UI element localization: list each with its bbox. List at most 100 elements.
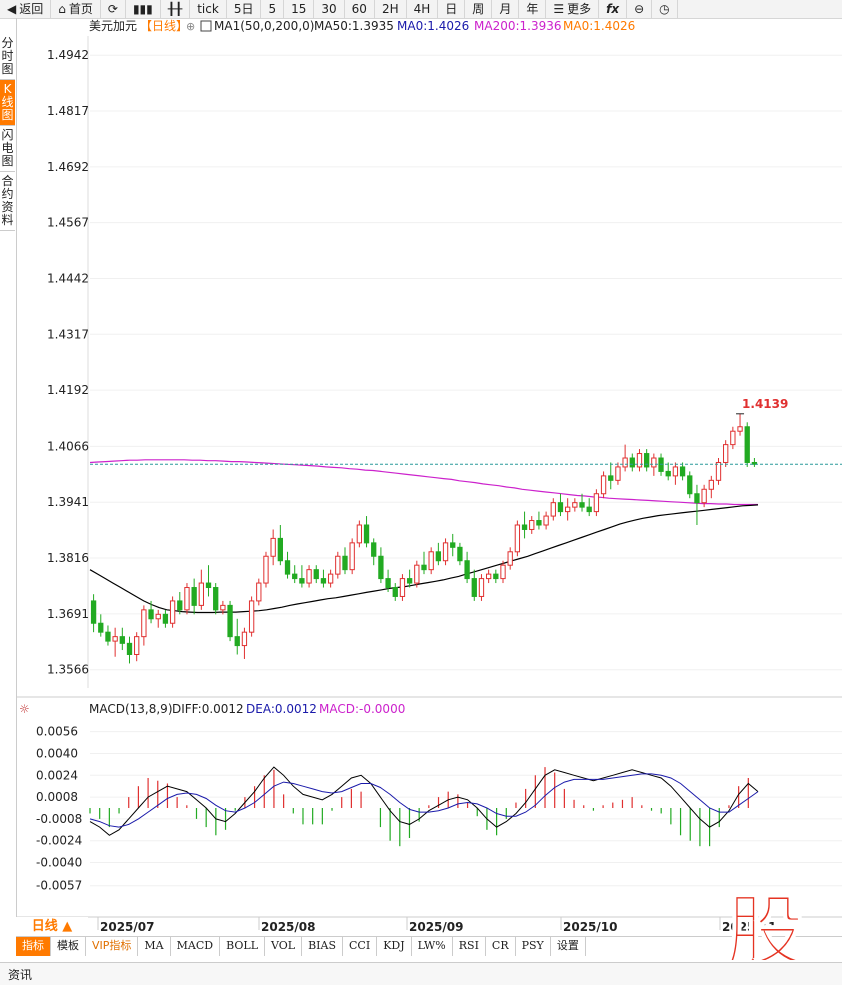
kline-chart[interactable]: 1.4942 1.4817 1.4692 1.4567 1.4442 1.4317 1.41… xyxy=(0,18,842,936)
candle-body xyxy=(162,613,169,624)
period-select-button[interactable]: 日线 ▲ xyxy=(16,917,88,936)
macd-value: MACD:-0.0000 xyxy=(319,702,405,716)
period-5day[interactable]: 5日 xyxy=(227,0,262,18)
menu-icon: ☰ xyxy=(553,2,565,16)
period-15min[interactable]: 15 xyxy=(284,0,315,18)
tab-time-sharing[interactable]: 分时图 xyxy=(0,34,15,80)
tab-indicator[interactable]: 指标 xyxy=(16,937,51,956)
candle-body xyxy=(636,453,643,468)
candle-body xyxy=(248,600,255,633)
news-label[interactable]: 资讯 xyxy=(8,968,33,982)
candle-body xyxy=(277,537,283,562)
tick-button[interactable]: tick xyxy=(190,0,227,18)
date-tick-label: 2025/11 xyxy=(722,920,776,934)
candle-body xyxy=(435,551,442,562)
zoom-out-button[interactable]: ⊖ xyxy=(627,0,653,18)
tab-psy[interactable]: PSY xyxy=(516,937,551,956)
period-year[interactable]: 年 xyxy=(519,0,547,18)
candle-body xyxy=(737,426,743,432)
tab-vip-indicator[interactable]: VIP指标 xyxy=(86,937,139,956)
tab-bias[interactable]: BIAS xyxy=(302,937,343,956)
tab-settings[interactable]: 设置 xyxy=(551,937,586,956)
tab-macd[interactable]: MACD xyxy=(171,937,221,956)
period-week[interactable]: 周 xyxy=(465,0,493,18)
dea-line xyxy=(89,773,759,828)
candle-body xyxy=(198,582,204,606)
price-tick-label: 1.4567 xyxy=(47,216,89,230)
macd-tick-label: 0.0024 xyxy=(36,768,78,782)
tab-boll[interactable]: BOLL xyxy=(220,937,265,956)
period-month[interactable]: 月 xyxy=(492,0,520,18)
period-2h[interactable]: 2H xyxy=(375,0,407,18)
period-30min[interactable]: 30 xyxy=(314,0,345,18)
candle-body xyxy=(421,564,427,571)
tab-cci[interactable]: CCI xyxy=(343,937,378,956)
home-button[interactable]: ⌂ 首页 xyxy=(51,0,101,18)
candle-button[interactable]: ╂╂ xyxy=(161,0,191,18)
macd-histogram xyxy=(89,767,749,847)
refresh-button[interactable]: ⟳ xyxy=(101,0,126,18)
candle-body xyxy=(615,466,621,481)
candle-body xyxy=(263,555,269,584)
legend-ma0-b: MA0:1.4026 xyxy=(563,19,635,33)
macd-tick-label: -0.0040 xyxy=(36,856,82,870)
candle-body xyxy=(536,520,542,526)
refresh-icon: ⟳ xyxy=(107,2,118,16)
candle-body xyxy=(399,578,406,597)
date-tick-label: 2025/08 xyxy=(261,920,315,934)
tab-rsi[interactable]: RSI xyxy=(453,937,486,956)
candle-body xyxy=(356,524,363,544)
candle-body xyxy=(457,546,463,562)
macd-grid xyxy=(90,731,842,887)
tab-contract-info[interactable]: 合约资料 xyxy=(0,172,15,231)
candle-body xyxy=(428,551,434,571)
candle-body xyxy=(708,479,714,490)
left-view-tabs: 分时图 K线图 闪电图 合约资料 xyxy=(0,34,16,231)
chart-type-button[interactable]: ▮▮▮ xyxy=(126,0,161,18)
price-axis: 1.4942 1.4817 1.4692 1.4567 1.4442 1.4317 1.41… xyxy=(47,48,89,676)
tab-lw[interactable]: LW% xyxy=(412,937,453,956)
macd-diff: DIFF:0.0012 xyxy=(172,702,244,716)
candle-body xyxy=(292,573,298,580)
tab-vol[interactable]: VOL xyxy=(265,937,303,956)
candle-body xyxy=(500,564,506,580)
candle-body xyxy=(406,578,413,584)
candle-body xyxy=(644,453,650,468)
tab-kdj[interactable]: KDJ xyxy=(377,937,412,956)
legend-ma-name: MA1(50,0,200,0) xyxy=(214,19,314,33)
candle-body xyxy=(205,582,212,589)
candle-body xyxy=(529,520,535,530)
candle-body xyxy=(119,636,125,644)
price-tick-label: 1.4442 xyxy=(47,271,89,285)
price-tick-label: 1.4692 xyxy=(47,160,89,174)
back-button[interactable]: ◀ 返回 xyxy=(0,0,52,18)
left-divider xyxy=(16,18,17,938)
clock-button[interactable]: ◷ xyxy=(652,0,678,18)
home-icon: ⌂ xyxy=(58,2,66,16)
candle-body xyxy=(284,560,291,575)
candle-body xyxy=(241,631,248,647)
candle-body xyxy=(507,551,513,566)
legend-ma0-a: MA0:1.4026 xyxy=(397,19,469,33)
price-tick-label: 1.3941 xyxy=(47,495,89,509)
macd-tick-label: 0.0008 xyxy=(36,790,78,804)
status-bar: 资讯 xyxy=(0,962,842,985)
candle-body xyxy=(392,587,398,597)
period-5min[interactable]: 5 xyxy=(261,0,285,18)
formula-button[interactable]: fx xyxy=(599,0,628,18)
candle-body xyxy=(220,604,226,611)
tab-template[interactable]: 模板 xyxy=(51,937,86,956)
candle-body xyxy=(342,555,348,571)
period-day[interactable]: 日 xyxy=(438,0,466,18)
legend-ma200: MA200:1.3936 xyxy=(474,19,562,33)
tab-kline[interactable]: K线图 xyxy=(0,80,15,126)
tab-flash-chart[interactable]: 闪电图 xyxy=(0,126,15,172)
period-4h[interactable]: 4H xyxy=(407,0,439,18)
candle-body xyxy=(579,502,585,508)
period-60min[interactable]: 60 xyxy=(345,0,375,18)
tab-cr[interactable]: CR xyxy=(486,937,516,956)
eye-icon: ⊕ xyxy=(186,20,195,33)
tab-ma[interactable]: MA xyxy=(138,937,171,956)
more-button[interactable]: ☰ 更多 xyxy=(546,0,600,18)
candle-body xyxy=(493,573,499,580)
